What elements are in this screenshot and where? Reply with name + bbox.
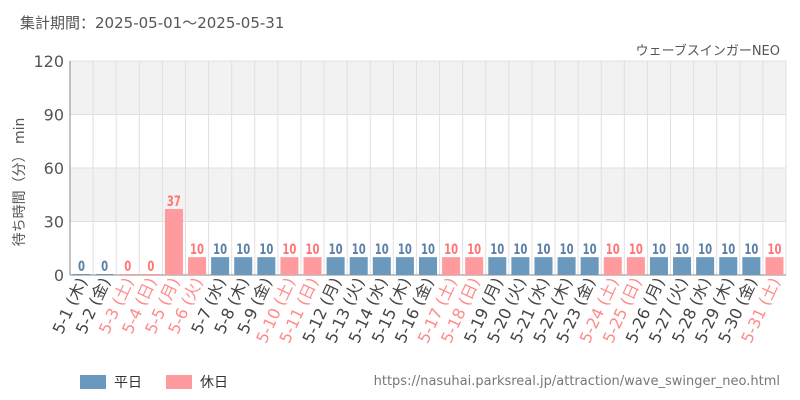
- bar-value-label: 0: [78, 259, 85, 275]
- bar-10: [280, 257, 299, 275]
- bar-31: [765, 257, 784, 275]
- period-header: 集計期間：2025-05-01～2025-05-31: [20, 12, 284, 33]
- plot-band: [70, 61, 786, 115]
- bar-12: [326, 257, 345, 275]
- bar-value-label: 10: [282, 242, 296, 258]
- legend-swatch-weekday: [80, 375, 106, 389]
- legend-item-weekday: 平日: [80, 372, 142, 392]
- bar-value-label: 10: [513, 242, 527, 258]
- bar-7: [211, 257, 230, 275]
- bar-24: [603, 257, 622, 275]
- bar-value-label: 10: [236, 242, 250, 258]
- bar-value-label: 10: [490, 242, 504, 258]
- bar-value-label: 10: [352, 242, 366, 258]
- bar-21: [534, 257, 553, 275]
- bar-11: [303, 257, 322, 275]
- legend-swatch-holiday: [166, 375, 192, 389]
- bar-1: [72, 274, 91, 275]
- legend-item-holiday: 休日: [166, 372, 228, 392]
- y-tick-label: 120: [33, 52, 64, 71]
- bar-9: [257, 257, 276, 275]
- bar-15: [395, 257, 414, 275]
- bar-6: [188, 257, 207, 275]
- bar-8: [234, 257, 253, 275]
- bar-27: [673, 257, 692, 275]
- bar-value-label: 10: [536, 242, 550, 258]
- bar-value-label: 10: [190, 242, 204, 258]
- bar-30: [742, 257, 761, 275]
- bar-value-label: 10: [329, 242, 343, 258]
- bar-28: [696, 257, 715, 275]
- plot-band: [70, 168, 786, 222]
- bar-2: [95, 274, 114, 275]
- chart-legend: 平日 休日: [80, 372, 252, 392]
- y-tick-label: 0: [54, 266, 64, 285]
- bar-value-label: 0: [101, 259, 108, 275]
- bar-value-label: 10: [721, 242, 735, 258]
- bar-16: [418, 257, 438, 275]
- bar-25: [626, 257, 645, 275]
- bar-value-label: 10: [744, 242, 758, 258]
- bar-value-label: 10: [606, 242, 620, 258]
- period-label: 集計期間：: [20, 14, 96, 32]
- attraction-name: ウェーブスインガーNEO: [635, 44, 780, 59]
- legend-label-holiday: 休日: [200, 375, 228, 391]
- bar-value-label: 10: [444, 242, 458, 258]
- bar-18: [465, 257, 484, 275]
- bar-value-label: 10: [652, 242, 666, 258]
- bar-value-label: 10: [306, 242, 320, 258]
- bar-13: [349, 257, 368, 275]
- bar-14: [372, 257, 391, 275]
- bar-26: [649, 257, 668, 275]
- y-tick-label: 60: [44, 159, 64, 178]
- bar-value-label: 0: [124, 259, 131, 275]
- legend-label-weekday: 平日: [114, 375, 142, 391]
- y-axis-title: 待ち時間（分） min: [12, 118, 28, 247]
- bar-value-label: 10: [421, 242, 435, 258]
- bar-value-label: 37: [167, 194, 181, 210]
- bar-value-label: 10: [698, 242, 712, 258]
- bar-3: [118, 274, 137, 275]
- bar-value-label: 10: [213, 242, 227, 258]
- y-tick-label: 90: [44, 106, 64, 125]
- bar-value-label: 10: [629, 242, 643, 258]
- bar-4: [141, 274, 160, 275]
- period-range: 2025-05-01～2025-05-31: [95, 14, 285, 32]
- y-tick-label: 30: [44, 213, 64, 232]
- bar-29: [719, 257, 738, 275]
- bar-value-label: 10: [675, 242, 689, 258]
- bar-value-label: 10: [560, 242, 574, 258]
- bar-22: [557, 257, 576, 275]
- bar-value-label: 0: [147, 259, 154, 275]
- bar-23: [580, 257, 599, 275]
- bar-value-label: 10: [583, 242, 597, 258]
- bar-value-label: 10: [375, 242, 389, 258]
- bar-20: [511, 257, 530, 275]
- bar-19: [488, 257, 507, 275]
- bar-value-label: 10: [398, 242, 412, 258]
- source-url[interactable]: https://nasuhai.parksreal.jp/attraction/…: [373, 374, 780, 389]
- bar-value-label: 10: [767, 242, 781, 258]
- bar-value-label: 10: [259, 242, 273, 258]
- bar-17: [442, 257, 461, 275]
- bar-value-label: 10: [467, 242, 481, 258]
- bar-5: [164, 209, 183, 275]
